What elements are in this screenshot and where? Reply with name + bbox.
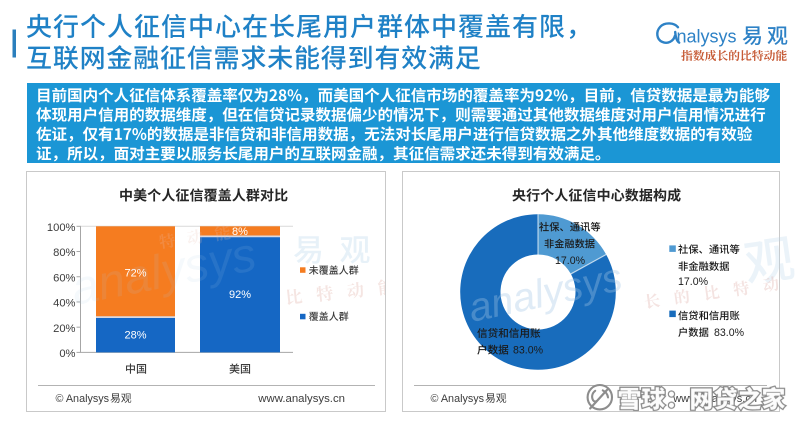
- svg-text:nalysys: nalysys: [677, 27, 737, 47]
- svg-text:40%: 40%: [53, 298, 75, 310]
- svg-text:92%: 92%: [229, 289, 251, 301]
- svg-text:83.0%: 83.0%: [513, 345, 544, 357]
- svg-text:60%: 60%: [53, 272, 75, 284]
- svg-text:83.0%: 83.0%: [714, 327, 745, 339]
- svg-text:28%: 28%: [124, 330, 146, 342]
- svg-text:17.0%: 17.0%: [678, 276, 709, 288]
- svg-text:© Analysys: © Analysys: [431, 393, 485, 405]
- svg-text:80%: 80%: [53, 247, 75, 259]
- svg-text:© Analysys: © Analysys: [56, 393, 110, 405]
- svg-text:72%: 72%: [124, 268, 146, 280]
- svg-text:100%: 100%: [47, 222, 76, 234]
- svg-text:8%: 8%: [232, 226, 248, 238]
- svg-text:20%: 20%: [53, 323, 75, 335]
- svg-text:0%: 0%: [59, 348, 75, 360]
- svg-text:17.0%: 17.0%: [555, 255, 586, 267]
- svg-text:www.analysys.cn: www.analysys.cn: [257, 393, 345, 405]
